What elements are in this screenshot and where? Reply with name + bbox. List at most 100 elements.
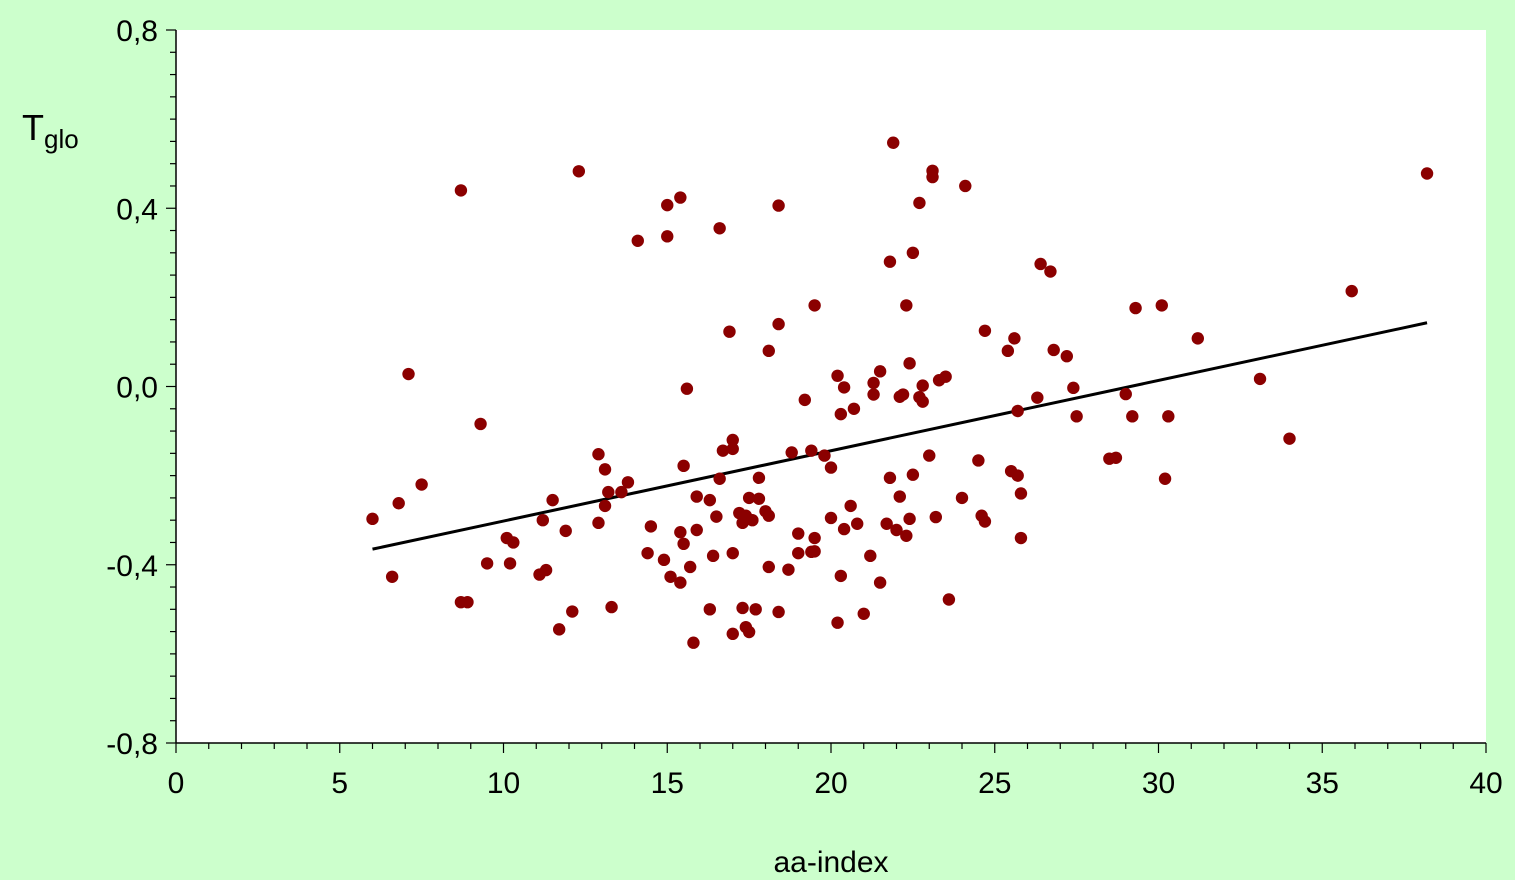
data-point	[752, 471, 766, 485]
data-point	[929, 510, 942, 524]
data-point	[867, 376, 880, 390]
data-point	[1031, 391, 1044, 404]
data-point	[641, 546, 654, 560]
y-tick-label: 0,8	[116, 15, 158, 48]
data-point	[572, 165, 586, 178]
data-point	[749, 603, 762, 616]
data-point	[674, 526, 687, 539]
data-point	[703, 603, 717, 616]
data-point	[726, 442, 739, 456]
data-point	[1283, 432, 1296, 445]
data-point	[716, 444, 730, 457]
data-point	[592, 448, 605, 461]
data-point	[726, 433, 739, 447]
data-point	[385, 570, 399, 583]
x-axis-title: aa-index	[773, 846, 888, 879]
data-point	[415, 478, 428, 491]
axis-ticks	[166, 29, 1487, 753]
data-point	[690, 490, 703, 503]
data-point	[978, 515, 992, 528]
data-point	[690, 523, 703, 537]
data-point	[1001, 344, 1015, 358]
data-point	[598, 499, 612, 513]
data-point	[808, 545, 821, 558]
data-point	[461, 595, 474, 609]
data-point	[605, 600, 618, 614]
data-point	[657, 553, 671, 567]
data-point	[798, 393, 811, 407]
y-tick-label: -0,4	[106, 550, 158, 583]
data-point	[677, 537, 690, 551]
data-point	[474, 417, 487, 431]
data-point	[546, 493, 559, 507]
data-point	[1158, 472, 1172, 485]
data-point	[805, 444, 818, 457]
data-point	[900, 529, 913, 542]
data-point	[726, 546, 739, 560]
data-point	[661, 230, 674, 243]
data-point	[710, 510, 723, 523]
data-point	[887, 136, 900, 149]
data-point	[913, 196, 926, 210]
data-point	[507, 536, 520, 549]
data-point	[818, 449, 831, 462]
x-tick-label: 5	[331, 767, 348, 800]
data-point	[392, 497, 405, 510]
data-point	[1253, 372, 1267, 386]
data-point	[831, 616, 844, 629]
data-point	[939, 370, 952, 383]
data-point	[1014, 487, 1028, 500]
data-point	[834, 407, 848, 421]
data-point	[923, 449, 936, 462]
data-point	[906, 468, 920, 481]
data-point	[955, 491, 969, 505]
data-point	[1060, 349, 1074, 363]
data-point	[762, 344, 775, 358]
data-point	[503, 557, 517, 570]
data-point	[785, 446, 798, 459]
x-tick-label: 40	[1469, 767, 1502, 800]
data-point	[602, 485, 615, 499]
data-point	[674, 576, 687, 589]
data-point	[864, 549, 877, 563]
data-point	[782, 563, 795, 576]
data-point	[1034, 257, 1047, 271]
data-point	[1155, 299, 1168, 312]
y-tick-label: 0,0	[116, 372, 158, 405]
data-point	[1067, 381, 1080, 395]
data-point	[1420, 167, 1434, 180]
data-point	[772, 317, 785, 331]
data-point	[762, 509, 775, 522]
data-point	[598, 463, 612, 476]
data-point	[742, 625, 756, 639]
data-point	[1109, 451, 1123, 464]
data-point	[900, 299, 913, 312]
x-tick-label: 15	[651, 767, 684, 800]
data-point	[1119, 387, 1132, 401]
data-point	[896, 388, 910, 401]
data-point	[687, 636, 700, 649]
data-point	[893, 490, 906, 503]
data-point	[851, 517, 864, 530]
data-point	[480, 557, 494, 570]
data-point	[903, 357, 916, 370]
data-point	[366, 512, 379, 526]
data-point	[674, 191, 687, 204]
data-point	[742, 491, 756, 505]
data-point	[746, 513, 759, 527]
data-point	[831, 369, 844, 383]
data-point	[1044, 265, 1057, 278]
data-point	[677, 459, 690, 473]
data-point	[824, 461, 838, 474]
data-point	[402, 367, 415, 381]
data-point	[621, 476, 635, 489]
trend-line	[372, 321, 1428, 551]
data-point	[837, 522, 851, 536]
data-point	[552, 623, 566, 636]
data-point	[703, 493, 717, 507]
data-point	[680, 382, 694, 395]
data-point	[683, 560, 697, 574]
data-point	[1070, 410, 1083, 423]
x-tick-label: 20	[814, 767, 847, 800]
data-point	[723, 325, 736, 338]
